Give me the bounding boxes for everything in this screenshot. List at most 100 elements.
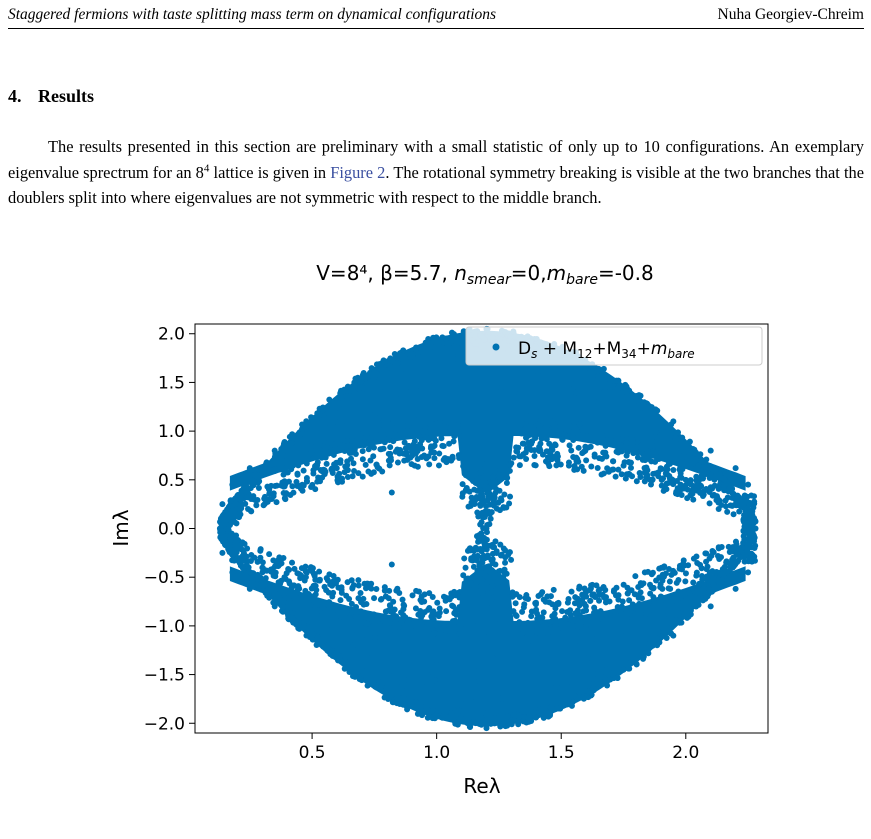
y-tick-label: 0.5 xyxy=(158,471,185,491)
eigenvalue-point xyxy=(357,616,364,623)
eigenvalue-point xyxy=(426,461,433,468)
eigenvalue-point xyxy=(451,632,458,639)
eigenvalue-point xyxy=(477,605,484,612)
eigenvalue-point xyxy=(531,447,538,454)
eigenvalue-point xyxy=(337,390,344,397)
eigenvalue-point xyxy=(352,613,359,620)
eigenvalue-point xyxy=(417,608,424,615)
eigenvalue-point xyxy=(571,466,578,473)
figure-2-link[interactable]: Figure 2 xyxy=(330,162,386,182)
eigenvalue-point xyxy=(595,373,602,380)
eigenvalue-point xyxy=(337,442,344,449)
eigenvalue-point xyxy=(287,492,294,499)
eigenvalue-point xyxy=(438,435,445,442)
eigenvalue-point xyxy=(521,426,528,433)
eigenvalue-point xyxy=(346,668,353,675)
eigenvalue-point xyxy=(507,493,514,500)
eigenvalue-point xyxy=(659,594,666,601)
eigenvalue-point xyxy=(275,599,282,606)
eigenvalue-point xyxy=(371,407,378,414)
eigenvalue-point xyxy=(342,463,349,470)
eigenvalue-point xyxy=(525,386,532,393)
eigenvalue-point xyxy=(400,347,407,354)
eigenvalue-point xyxy=(655,456,662,463)
eigenvalue-point xyxy=(295,617,302,624)
eigenvalue-point xyxy=(533,408,540,415)
eigenvalue-point xyxy=(568,380,575,387)
eigenvalue-point xyxy=(453,380,460,387)
eigenvalue-point xyxy=(591,397,598,404)
eigenvalue-point xyxy=(251,472,258,479)
eigenvalue-point xyxy=(329,652,336,659)
eigenvalue-point xyxy=(572,594,579,601)
eigenvalue-point xyxy=(668,571,675,578)
eigenvalue-point xyxy=(418,593,425,600)
eigenvalue-point xyxy=(632,573,639,580)
eigenvalue-point xyxy=(571,394,578,401)
eigenvalue-point xyxy=(458,715,465,722)
eigenvalue-point xyxy=(458,625,465,632)
eigenvalue-point xyxy=(364,682,371,689)
eigenvalue-point xyxy=(506,500,513,507)
eigenvalue-point xyxy=(351,467,358,474)
eigenvalue-point xyxy=(326,396,333,403)
eigenvalue-point xyxy=(477,501,484,508)
eigenvalue-point xyxy=(687,601,694,608)
eigenvalue-point xyxy=(388,625,395,632)
eigenvalue-point xyxy=(246,585,253,592)
section-heading: 4. Results xyxy=(8,86,94,107)
eigenvalue-point xyxy=(299,421,306,428)
eigenvalue-point xyxy=(278,445,285,452)
eigenvalue-point xyxy=(478,495,485,502)
eigenvalue-point xyxy=(450,438,457,445)
eigenvalue-point xyxy=(429,707,436,714)
eigenvalue-point xyxy=(562,616,569,623)
eigenvalue-point xyxy=(229,569,236,576)
eigenvalue-point xyxy=(566,428,573,435)
eigenvalue-point xyxy=(747,518,754,525)
eigenvalue-point xyxy=(583,457,590,464)
eigenvalue-point xyxy=(610,377,617,384)
eigenvalue-point xyxy=(408,352,415,359)
eigenvalue-point xyxy=(685,607,692,614)
eigenvalue-point xyxy=(398,370,405,377)
eigenvalue-point xyxy=(303,478,310,485)
eigenvalue-point xyxy=(615,596,622,603)
eigenvalue-point xyxy=(443,340,450,347)
eigenvalue-point xyxy=(644,467,651,474)
chart-title: V=8⁴, β=5.7, nsmear=0,mbare=-0.8 xyxy=(316,261,653,288)
eigenvalue-point xyxy=(698,472,705,479)
eigenvalue-point xyxy=(325,648,332,655)
eigenvalue-point xyxy=(591,451,598,458)
eigenvalue-point xyxy=(370,611,377,618)
eigenvalue-point xyxy=(489,541,496,548)
eigenvalue-point xyxy=(535,369,542,376)
eigenvalue-point xyxy=(696,597,703,604)
eigenvalue-point xyxy=(501,566,508,573)
eigenvalue-point xyxy=(413,703,420,710)
eigenvalue-point xyxy=(528,718,535,725)
eigenvalue-point xyxy=(257,547,264,554)
eigenvalue-point xyxy=(571,600,578,607)
eigenvalue-point xyxy=(443,608,450,615)
eigenvalue-point xyxy=(623,615,630,622)
eigenvalue-point xyxy=(481,534,488,541)
eigenvalue-point xyxy=(312,582,319,589)
eigenvalue-point xyxy=(378,683,385,690)
eigenvalue-point xyxy=(268,461,275,468)
eigenvalue-point xyxy=(357,589,364,596)
eigenvalue-point xyxy=(732,585,739,592)
results-paragraph: The results presented in this section ar… xyxy=(8,134,864,211)
eigenvalue-point xyxy=(637,589,644,596)
eigenvalue-point xyxy=(240,557,247,564)
eigenvalue-point xyxy=(468,494,475,501)
eigenvalue-point xyxy=(539,630,546,637)
eigenvalue-point xyxy=(426,590,433,597)
eigenvalue-point xyxy=(660,564,667,571)
eigenvalue-point xyxy=(636,602,643,609)
eigenvalue-point xyxy=(401,430,408,437)
eigenvalue-point xyxy=(498,384,505,391)
eigenvalue-point xyxy=(663,463,670,470)
eigenvalue-point xyxy=(409,425,416,432)
eigenvalue-point xyxy=(387,363,394,370)
